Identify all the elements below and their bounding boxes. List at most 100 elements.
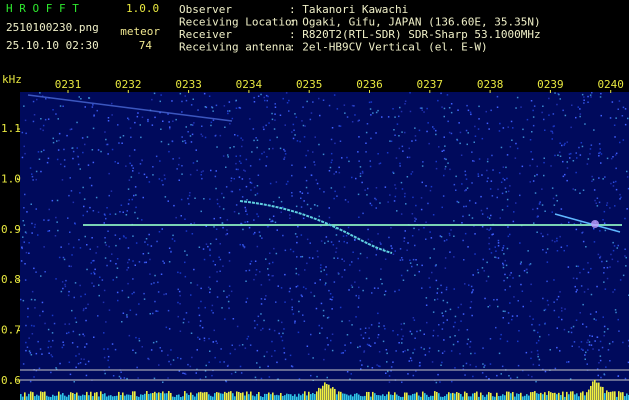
noise-dot [469, 340, 472, 343]
noise-dot [390, 227, 392, 229]
noise-dot [109, 213, 111, 215]
noise-dot [69, 128, 72, 131]
noise-dot [111, 343, 114, 345]
noise-dot [462, 215, 464, 218]
noise-dot [375, 207, 377, 209]
noise-dot [47, 230, 49, 232]
y-unit: kHz [2, 73, 22, 86]
x-label: 0231 [55, 78, 82, 91]
noise-dot [245, 280, 247, 282]
noise-dot [443, 115, 445, 118]
noise-dot [280, 200, 283, 203]
hist-bar [314, 394, 316, 400]
noise-dot [390, 245, 392, 247]
noise-dot [346, 116, 349, 118]
noise-dot [316, 375, 318, 378]
noise-dot [412, 317, 415, 319]
noise-dot [183, 318, 185, 320]
noise-dot [254, 376, 257, 379]
noise-dot [161, 228, 163, 230]
noise-dot [566, 361, 568, 363]
noise-dot [566, 167, 569, 169]
hist-bar [36, 394, 38, 400]
noise-dot [344, 199, 347, 201]
noise-dot [203, 92, 206, 95]
hist-bar [42, 392, 44, 400]
noise-dot [613, 245, 616, 247]
noise-dot [83, 335, 86, 337]
hist-bar [86, 391, 88, 400]
hist-bar [130, 395, 132, 400]
noise-dot [245, 185, 248, 188]
hist-bar [82, 394, 84, 400]
noise-dot [488, 229, 490, 231]
noise-dot [539, 335, 541, 338]
noise-dot [519, 263, 522, 265]
noise-dot [453, 183, 456, 186]
noise-dot [148, 358, 150, 361]
noise-dot [412, 196, 414, 199]
noise-dot [396, 123, 399, 125]
noise-dot [39, 92, 41, 94]
noise-dot [492, 169, 494, 171]
noise-dot [599, 355, 602, 357]
noise-dot [453, 256, 455, 258]
noise-dot [599, 230, 601, 232]
noise-dot [432, 126, 434, 128]
noise-dot [388, 236, 390, 239]
hist-bar [386, 394, 388, 400]
noise-dot [503, 179, 506, 181]
time-band [0, 78, 629, 92]
noise-dot [463, 259, 465, 261]
noise-dot [291, 164, 293, 166]
noise-dot [602, 316, 604, 318]
noise-dot [141, 159, 143, 161]
noise-dot [425, 297, 428, 299]
hist-bar [472, 393, 474, 400]
noise-dot [246, 213, 248, 216]
noise-dot [470, 352, 472, 355]
noise-dot [338, 125, 340, 127]
noise-dot [556, 103, 558, 106]
noise-dot [66, 332, 68, 335]
noise-dot [418, 228, 420, 231]
noise-dot [411, 171, 414, 173]
noise-dot [105, 321, 107, 323]
noise-dot [598, 155, 600, 157]
noise-dot [402, 335, 404, 337]
noise-dot [327, 316, 330, 319]
hist-bar [382, 394, 384, 400]
noise-dot [68, 323, 71, 325]
noise-dot [482, 258, 484, 261]
noise-dot [69, 177, 71, 179]
noise-dot [235, 168, 238, 171]
hist-bar [324, 382, 326, 400]
noise-dot [562, 175, 565, 178]
noise-dot [210, 124, 212, 127]
noise-dot [178, 179, 180, 181]
noise-dot [272, 261, 274, 264]
noise-dot [295, 286, 298, 288]
noise-dot [358, 119, 360, 122]
noise-dot [580, 348, 583, 350]
noise-dot [127, 188, 130, 190]
hist-bar [252, 395, 254, 400]
noise-dot [208, 276, 211, 278]
noise-dot [603, 222, 606, 224]
noise-dot [481, 372, 484, 374]
y-label: 0.6 [1, 374, 21, 387]
noise-dot [561, 144, 563, 147]
hist-bar [398, 395, 400, 400]
noise-dot [120, 377, 122, 379]
noise-dot [84, 293, 86, 296]
noise-dot [331, 333, 334, 335]
noise-dot [507, 226, 509, 228]
noise-dot [394, 184, 396, 186]
noise-dot [132, 235, 134, 237]
hist-bar [282, 395, 284, 400]
noise-dot [335, 171, 337, 173]
noise-dot [126, 314, 128, 316]
noise-dot [47, 219, 49, 222]
noise-dot [435, 129, 437, 132]
noise-dot [581, 93, 584, 96]
